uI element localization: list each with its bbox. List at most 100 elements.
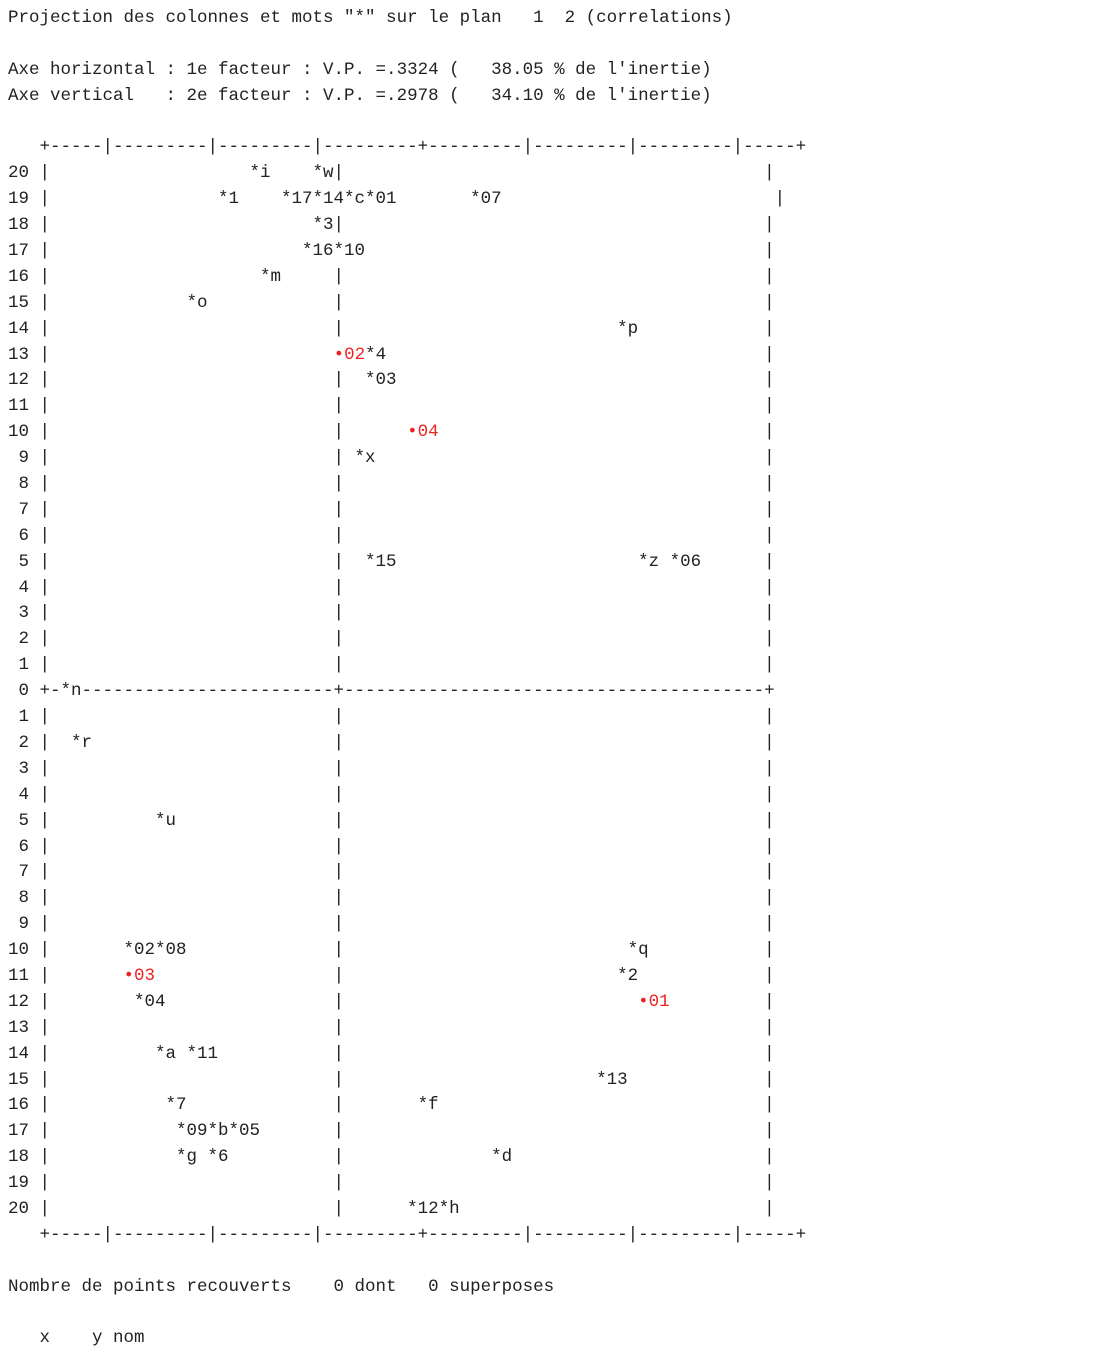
plot-row-text: 13 | | | bbox=[8, 1017, 775, 1038]
plot-row: 16 | *m | | bbox=[8, 265, 806, 291]
plot-rows: 20 | *i *w| | 19 | *1 *17*14*c*01 *07 | 18… bbox=[8, 161, 806, 1223]
plot-row: 5 | *u | | bbox=[8, 809, 806, 835]
plot-row-text: 14 | | *p | bbox=[8, 318, 775, 339]
plot-row: 1 | | | bbox=[8, 705, 806, 731]
plot-row-text: 15 | *o | | bbox=[8, 292, 775, 313]
plot-row-text: 4 | | | bbox=[8, 577, 775, 598]
plot-row-text: 7 | | | bbox=[8, 499, 775, 520]
plot-row-text: 20 | | *12*h | bbox=[8, 1198, 775, 1219]
plot-row-text: 13 | bbox=[8, 344, 334, 365]
plot-row: 16 | *7 | *f | bbox=[8, 1093, 806, 1119]
plot-row: 1 | | | bbox=[8, 653, 806, 679]
plot-row-text: 10 | *02*08 | *q | bbox=[8, 940, 775, 961]
plot-row: 4 | | | bbox=[8, 576, 806, 602]
plot-row-text: 1 | | | bbox=[8, 655, 775, 676]
plot-row: 17 | *16*10 | bbox=[8, 239, 806, 265]
plot-row: 14 | | *p | bbox=[8, 317, 806, 343]
plot-row: 12 | | *03 | bbox=[8, 368, 806, 394]
plot-row-text: 6 | | | bbox=[8, 836, 775, 857]
plot-row-text: 18 | *3| | bbox=[8, 215, 775, 236]
plot-row: 20 | | *12*h | bbox=[8, 1197, 806, 1223]
plot-row: 12 | *04 | •01 | bbox=[8, 990, 806, 1016]
plot-row-text: 4 | | | bbox=[8, 784, 775, 805]
plot-top-border: +-----|---------|---------|---------+---… bbox=[39, 137, 807, 158]
plot-row-text: 16 | *m | | bbox=[8, 266, 775, 287]
plot-row: 11 | | | bbox=[8, 394, 806, 420]
plot-row: 19 | | | bbox=[8, 1171, 806, 1197]
plot-row-text: 3 | | | bbox=[8, 603, 775, 624]
plot-row: 14 | *a *11 | | bbox=[8, 1042, 806, 1068]
plot-row-text: | bbox=[669, 991, 775, 1012]
plot-row-text: 12 | | *03 | bbox=[8, 370, 775, 391]
plot-row: 7 | | | bbox=[8, 860, 806, 886]
plot-row: 5 | | *15 *z *06 | bbox=[8, 550, 806, 576]
plot-row: 18 | *3| | bbox=[8, 213, 806, 239]
supplementary-point: •04 bbox=[407, 422, 439, 443]
plot-row-text: 16 | *7 | *f | bbox=[8, 1095, 775, 1116]
plot-row: 17 | *09*b*05 | | bbox=[8, 1119, 806, 1145]
title-line: Projection des colonnes et mots "*" sur … bbox=[8, 8, 733, 28]
plot-row: 13 | •02*4 | bbox=[8, 343, 806, 369]
plot-row-text: 5 | *u | | bbox=[8, 810, 775, 831]
plot-row-text: 14 | *a *11 | | bbox=[8, 1043, 775, 1064]
plot-row: 7 | | | bbox=[8, 498, 806, 524]
supplementary-point: •01 bbox=[638, 991, 670, 1012]
plot-row: 3 | | | bbox=[8, 757, 806, 783]
plot-row-text: 19 | | | bbox=[8, 1173, 775, 1194]
plot-row-text: 11 | | | bbox=[8, 396, 775, 417]
axis-horizontal-line: Axe horizontal : 1e facteur : V.P. =.332… bbox=[8, 59, 712, 80]
supplementary-point: •03 bbox=[123, 965, 156, 986]
plot-row-text: 8 | | | bbox=[8, 888, 775, 909]
plot-row-text: 6 | | | bbox=[8, 525, 775, 546]
plot-row: 15 | *o | | bbox=[8, 291, 806, 317]
plot-row-text: | *2 | bbox=[155, 965, 775, 986]
plot-row-text: 5 | | *15 *z *06 | bbox=[8, 551, 775, 572]
blank-line bbox=[8, 1301, 806, 1327]
plot-row: 3 | | | bbox=[8, 601, 806, 627]
plot-row: 8 | | | bbox=[8, 472, 806, 498]
plot-row-text: 9 | | *x | bbox=[8, 448, 775, 469]
plot-row: 6 | | | bbox=[8, 835, 806, 861]
plot-row-text: 7 | | | bbox=[8, 862, 775, 883]
axis-vertical-line: Axe vertical : 2e facteur : V.P. =.2978 … bbox=[8, 85, 712, 106]
plot-row-text: | bbox=[438, 422, 775, 443]
plot-row: 10 | | •04 | bbox=[8, 420, 806, 446]
plot-row-text: 8 | | | bbox=[8, 474, 775, 495]
plot-row-text: 1 | | | bbox=[8, 707, 775, 728]
plot-row-text: 3 | | | bbox=[8, 758, 775, 779]
plot-row-text: 19 | *1 *17*14*c*01 *07 | bbox=[8, 189, 786, 210]
plot-row-text: 15 | | *13 | bbox=[8, 1069, 775, 1090]
plot-row: 8 | | | bbox=[8, 886, 806, 912]
plot-row: 13 | | | bbox=[8, 1016, 806, 1042]
table-header: x y nom bbox=[39, 1328, 145, 1349]
plot-row-text: 0 +-*n------------------------+---------… bbox=[8, 681, 775, 702]
plot-row-text: 9 | | | bbox=[8, 914, 775, 935]
plot-row: 20 | *i *w| | bbox=[8, 161, 806, 187]
plot-row-text: 20 | *i *w| | bbox=[8, 163, 775, 184]
plot-row-text: 11 | bbox=[8, 965, 124, 986]
plot-row: 9 | | *x | bbox=[8, 446, 806, 472]
plot-row: 0 +-*n------------------------+---------… bbox=[8, 679, 806, 705]
plot-row: 2 | *r | | bbox=[8, 731, 806, 757]
plot-row-text: 2 | | | bbox=[8, 629, 775, 650]
plot-row-text: 17 | *16*10 | bbox=[8, 241, 775, 262]
plot-row-text: 12 | *04 | bbox=[8, 991, 639, 1012]
plot-row-text: 10 | | bbox=[8, 422, 408, 443]
plot-row: 11 | •03 | *2 | bbox=[8, 964, 806, 990]
blank-line bbox=[8, 110, 806, 136]
plot-row: 6 | | | bbox=[8, 524, 806, 550]
plot-row: 19 | *1 *17*14*c*01 *07 | bbox=[8, 187, 806, 213]
plot-bottom-border: +-----|---------|---------|---------+---… bbox=[39, 1224, 807, 1245]
plot-row: 18 | *g *6 | *d | bbox=[8, 1145, 806, 1171]
plot-row: 4 | | | bbox=[8, 783, 806, 809]
plot-row-text: *4 | bbox=[365, 344, 775, 365]
plot-row-text: 18 | *g *6 | *d | bbox=[8, 1147, 775, 1168]
blank-line bbox=[8, 1249, 806, 1275]
blank-line bbox=[8, 32, 806, 58]
plot-row-text: 17 | *09*b*05 | | bbox=[8, 1121, 775, 1142]
plot-row-text: 2 | *r | | bbox=[8, 732, 775, 753]
supplementary-point: •02 bbox=[333, 344, 366, 365]
plot-row: 9 | | | bbox=[8, 912, 806, 938]
plot-row: 10 | *02*08 | *q | bbox=[8, 938, 806, 964]
correlation-plot-listing: Projection des colonnes et mots "*" sur … bbox=[8, 6, 806, 1352]
